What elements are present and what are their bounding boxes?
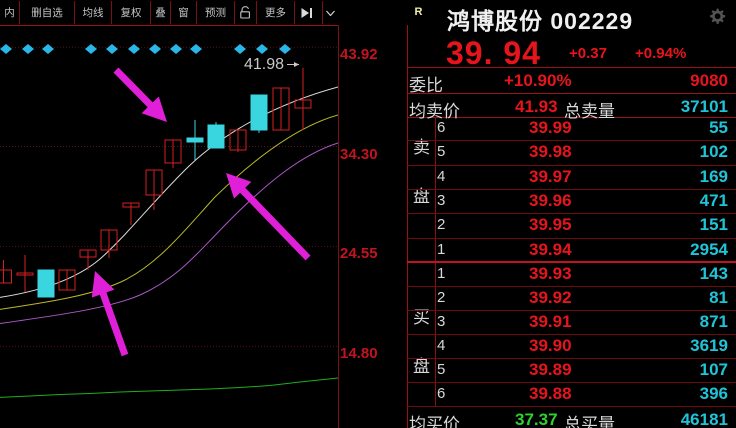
svg-text:41.98: 41.98: [244, 56, 284, 73]
